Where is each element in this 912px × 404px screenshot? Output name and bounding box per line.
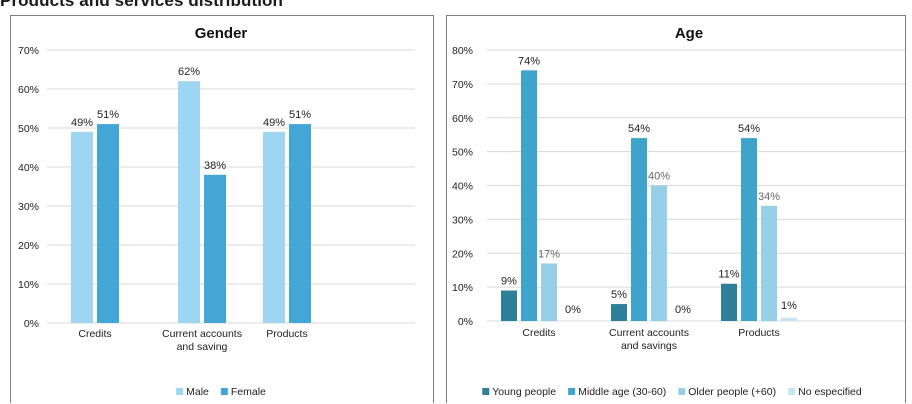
age-bar-young-people-current-accounts xyxy=(611,304,627,321)
gender-bar-female-products xyxy=(289,124,311,323)
age-bar-young-people-credits xyxy=(501,290,517,321)
gender-data-label: 49% xyxy=(71,117,93,129)
age-bar-middle-age-30-60-products xyxy=(741,138,757,321)
age-bar-older-people-60-credits xyxy=(541,263,557,321)
age-legend-label: Middle age (30-60) xyxy=(578,386,666,398)
gender-y-tick-label: 10% xyxy=(18,279,39,291)
gender-data-label: 51% xyxy=(289,109,311,121)
age-legend-swatch xyxy=(568,388,576,395)
age-chart-title: Age xyxy=(675,25,703,42)
age-y-tick-label: 40% xyxy=(452,181,473,193)
age-data-label: 17% xyxy=(538,248,560,260)
gender-bar-male-current-accounts xyxy=(178,81,200,323)
gender-data-label: 49% xyxy=(263,117,285,129)
age-y-tick-label: 50% xyxy=(452,147,473,159)
gender-bar-chart: Gender 0% 10% 20% 30% 40% 50% 60% 70% 49% 51% Credi… xyxy=(18,25,415,398)
age-bar-no-especified-products xyxy=(781,317,797,321)
age-data-label: 0% xyxy=(565,304,581,316)
gender-legend-swatch xyxy=(176,388,184,395)
age-data-label: 34% xyxy=(758,191,780,203)
gender-y-tick-label: 20% xyxy=(18,240,39,252)
gender-y-tick-label: 40% xyxy=(18,162,39,174)
gender-bar-female-credits xyxy=(97,124,119,323)
age-y-tick-label: 30% xyxy=(452,214,473,226)
gender-data-label: 38% xyxy=(204,160,226,172)
gender-chart-panel: Gender 0% 10% 20% 30% 40% 50% 60% 70% 49% 51% Credi… xyxy=(10,15,434,403)
age-data-label: 0% xyxy=(675,304,691,316)
gender-category-label: Products xyxy=(266,328,307,340)
gender-legend-label: Female xyxy=(231,386,266,398)
gender-data-label: 62% xyxy=(178,66,200,78)
age-category-label: Credits xyxy=(522,327,555,339)
gender-bar-male-products xyxy=(263,131,285,323)
age-legend: Young people Middle age (30-60) Older peop… xyxy=(482,386,862,398)
gender-legend-label: Male xyxy=(186,386,209,398)
age-legend-swatch xyxy=(678,388,686,395)
age-legend-label: Older people (+60) xyxy=(688,386,776,398)
age-bar-older-people-60-current-accounts xyxy=(651,185,667,321)
gender-y-tick-label: 0% xyxy=(24,318,39,330)
gender-data-label: 51% xyxy=(97,109,119,121)
gender-chart-title: Gender xyxy=(195,25,248,42)
gender-legend: Male Female xyxy=(176,386,266,398)
age-legend-label: No especified xyxy=(798,386,862,398)
age-data-label: 40% xyxy=(648,171,670,183)
age-category-label: Current accounts and savings xyxy=(609,327,689,352)
gender-bar-male-credits xyxy=(71,131,93,323)
age-bar-middle-age-30-60-credits xyxy=(521,70,537,321)
age-data-label: 9% xyxy=(501,276,517,288)
age-data-label: 1% xyxy=(781,300,797,312)
age-legend-swatch xyxy=(788,388,796,395)
age-category-label: Products xyxy=(738,327,779,339)
age-y-tick-label: 10% xyxy=(452,282,473,294)
age-y-tick-label: 60% xyxy=(452,113,473,125)
age-bar-chart: Age 0% 10% 20% 30% 40% 50% 60% 70% 80% 9% 74% 17% 0% C… xyxy=(452,25,905,398)
age-data-label: 74% xyxy=(518,55,540,67)
age-data-label: 54% xyxy=(738,123,760,135)
gender-category-label: Credits xyxy=(78,328,111,340)
age-bar-older-people-60-products xyxy=(761,205,777,321)
age-chart-panel: Age 0% 10% 20% 30% 40% 50% 60% 70% 80% 9% 74% 17% 0% C… xyxy=(446,15,906,403)
age-legend-swatch xyxy=(482,388,490,395)
age-data-label: 5% xyxy=(611,289,627,301)
gender-legend-swatch xyxy=(220,388,228,395)
age-y-tick-label: 70% xyxy=(452,79,473,91)
gender-y-tick-label: 30% xyxy=(18,201,39,213)
page-title: Products and services distribution xyxy=(0,0,284,10)
age-y-tick-label: 0% xyxy=(458,316,473,328)
gender-y-tick-label: 60% xyxy=(18,84,39,96)
age-data-label: 11% xyxy=(718,269,739,281)
age-legend-label: Young people xyxy=(492,386,556,398)
age-data-label: 54% xyxy=(628,123,650,135)
age-bar-middle-age-30-60-current-accounts xyxy=(631,138,647,321)
gender-category-label: Current accounts and saving xyxy=(162,328,242,353)
age-y-tick-label: 80% xyxy=(452,45,473,57)
gender-y-tick-label: 50% xyxy=(18,123,39,135)
age-y-tick-label: 20% xyxy=(452,248,473,260)
gender-bar-female-current-accounts xyxy=(204,174,226,323)
gender-y-tick-label: 70% xyxy=(18,45,39,57)
age-bar-young-people-products xyxy=(721,283,737,321)
